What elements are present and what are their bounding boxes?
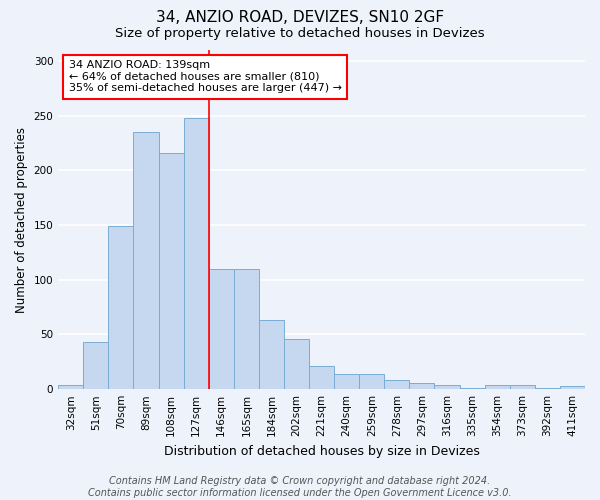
Y-axis label: Number of detached properties: Number of detached properties (15, 126, 28, 312)
Bar (259, 320, 284, 389)
Bar (560, 386, 585, 389)
Text: 34 ANZIO ROAD: 139sqm
← 64% of detached houses are smaller (810)
35% of semi-det: 34 ANZIO ROAD: 139sqm ← 64% of detached … (69, 60, 342, 94)
Bar (58, 385, 83, 389)
Bar (184, 118, 209, 389)
X-axis label: Distribution of detached houses by size in Devizes: Distribution of detached houses by size … (164, 444, 479, 458)
Text: Size of property relative to detached houses in Devizes: Size of property relative to detached ho… (115, 28, 485, 40)
Bar (434, 385, 460, 389)
Bar (284, 339, 309, 389)
Bar (510, 385, 535, 389)
Bar (359, 374, 385, 389)
Bar (109, 226, 133, 389)
Bar (209, 269, 234, 389)
Bar (334, 374, 359, 389)
Bar (485, 385, 510, 389)
Bar (309, 366, 334, 389)
Bar (385, 380, 409, 389)
Text: 34, ANZIO ROAD, DEVIZES, SN10 2GF: 34, ANZIO ROAD, DEVIZES, SN10 2GF (156, 10, 444, 25)
Bar (460, 388, 485, 389)
Text: Contains HM Land Registry data © Crown copyright and database right 2024.
Contai: Contains HM Land Registry data © Crown c… (88, 476, 512, 498)
Bar (158, 153, 184, 389)
Bar (535, 388, 560, 389)
Bar (133, 132, 158, 389)
Bar (409, 382, 434, 389)
Bar (83, 342, 109, 389)
Bar (234, 269, 259, 389)
